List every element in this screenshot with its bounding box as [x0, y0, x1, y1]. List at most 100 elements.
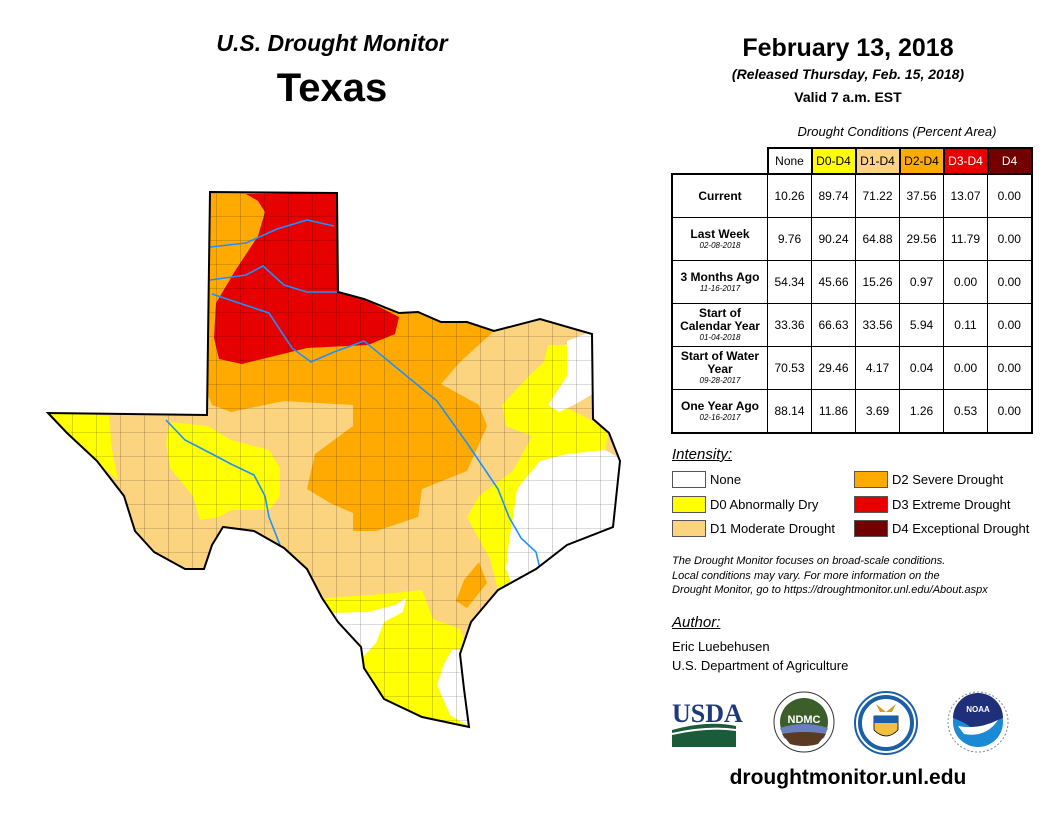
table-cell: 0.00	[987, 346, 1032, 390]
note-line: Local conditions may vary. For more info…	[672, 569, 940, 582]
legend-label-d3: D3 Extreme Drought	[892, 497, 1011, 512]
table-cell: 1.26	[899, 389, 944, 434]
footer-url[interactable]: droughtmonitor.unl.edu	[729, 766, 967, 789]
table-cell: 33.56	[855, 303, 900, 347]
table-cell: 89.74	[811, 173, 856, 218]
table-cell: 64.88	[855, 217, 900, 261]
legend-label-d4: D4 Exceptional Drought	[892, 521, 1030, 536]
legend-swatch-none	[672, 471, 706, 488]
author-org: U.S. Department of Agriculture	[672, 658, 849, 673]
table-cell: 4.17	[855, 346, 900, 390]
commerce-seal-logo	[854, 691, 918, 755]
legend-swatch-d4	[854, 520, 888, 537]
legend-title: Intensity:	[672, 446, 733, 463]
table-caption: Drought Conditions (Percent Area)	[797, 124, 997, 139]
table-body: Current 10.26 89.74 71.22 37.56 13.07 0.00 Last…	[671, 173, 1032, 434]
legend-swatch-d0	[672, 496, 706, 513]
legend-swatch-d1	[672, 520, 706, 537]
state-title: Texas	[276, 66, 388, 110]
row-date: 11-16-2017	[699, 283, 741, 293]
table-cell: 29.56	[899, 217, 944, 261]
pecos-river	[165, 419, 281, 546]
partner-logos: USDA NDMC NOAA	[671, 691, 1009, 755]
row-label: Start of Calendar Year 01-04-2018	[671, 303, 768, 347]
table-cell: 29.46	[811, 346, 856, 390]
table-cell: 0.00	[987, 260, 1032, 304]
table-cell: 90.24	[811, 217, 856, 261]
author-info: Eric Luebehusen U.S. Department of Agric…	[672, 637, 848, 675]
table-cell: 0.00	[987, 173, 1032, 218]
valid-time: Valid 7 a.m. EST	[794, 89, 902, 105]
table-row: Start of Calendar Year 01-04-2018 33.36 66.…	[671, 303, 1032, 347]
table-cell: 0.97	[899, 260, 944, 304]
legend-label-none: None	[710, 472, 742, 487]
row-label: Current	[671, 173, 768, 218]
ndmc-logo: NDMC	[773, 691, 835, 753]
row-label: Last Week 02-08-2018	[671, 217, 768, 261]
table-cell: 71.22	[855, 173, 900, 218]
svg-text:NOAA: NOAA	[966, 705, 990, 714]
table-cell: 0.00	[987, 303, 1032, 347]
legend-swatch-d3	[854, 496, 888, 513]
author-name: Eric Luebehusen	[672, 639, 770, 654]
table-row: One Year Ago 02-16-2017 88.14 11.86 3.69 1.26…	[671, 389, 1032, 434]
row-label-text: Start of Calendar Year	[680, 306, 760, 333]
table-cell: 13.07	[943, 173, 988, 218]
noaa-logo: NOAA	[947, 691, 1009, 753]
table-cell: 37.56	[899, 173, 944, 218]
row-label-text: Start of Water Year	[680, 349, 760, 376]
col-d3-d4: D3-D4	[942, 147, 989, 175]
canadian-river	[209, 219, 335, 248]
county-lines	[48, 192, 620, 727]
table-cell: 0.00	[987, 217, 1032, 261]
col-d2-d4: D2-D4	[898, 147, 945, 175]
legend-label-d2: D2 Severe Drought	[892, 472, 1004, 487]
legend-label-d0: D0 Abnormally Dry	[710, 497, 819, 512]
table-cell: 0.53	[943, 389, 988, 434]
table-cell: 0.00	[943, 260, 988, 304]
row-date: 02-16-2017	[699, 412, 741, 422]
table-cell: 66.63	[811, 303, 856, 347]
col-d0-d4: D0-D4	[810, 147, 857, 175]
row-label-text: One Year Ago	[680, 398, 760, 413]
row-date: 01-04-2018	[699, 333, 741, 342]
table-cell: 5.94	[899, 303, 944, 347]
table-cell: 54.34	[767, 260, 812, 304]
table-cell: 0.11	[943, 303, 988, 347]
table-cell: 15.26	[855, 260, 900, 304]
table-header-row: None D0-D4 D1-D4 D2-D4 D3-D4 D4	[672, 147, 1033, 175]
brazos-river	[211, 293, 541, 570]
table-row: 3 Months Ago 11-16-2017 54.34 45.66 15.26 0.9…	[671, 260, 1032, 304]
table-cell: 0.04	[899, 346, 944, 390]
note-line: The Drought Monitor focuses on broad-sca…	[672, 555, 946, 567]
texas-drought-map	[47, 191, 621, 728]
svg-text:NDMC: NDMC	[788, 714, 821, 726]
drought-conditions-table: None D0-D4 D1-D4 D2-D4 D3-D4 D4 Current 1…	[671, 147, 1033, 434]
map-date: February 13, 2018	[742, 34, 954, 62]
row-label-text: Current	[698, 188, 742, 203]
table-cell: 3.69	[855, 389, 900, 434]
row-label: Start of Water Year 09-28-2017	[671, 346, 768, 390]
rivers	[165, 219, 541, 570]
row-label: One Year Ago 02-16-2017	[671, 389, 768, 434]
svg-text:USDA: USDA	[672, 699, 743, 728]
table-row: Current 10.26 89.74 71.22 37.56 13.07 0.00	[671, 173, 1032, 218]
release-date: (Released Thursday, Feb. 15, 2018)	[731, 66, 965, 82]
col-d1-d4: D1-D4	[854, 147, 901, 175]
row-label-text: 3 Months Ago	[680, 269, 760, 284]
col-none: None	[766, 147, 813, 175]
table-row: Start of Water Year 09-28-2017 70.53 29.46 4…	[671, 346, 1032, 390]
table-cell: 10.26	[767, 173, 812, 218]
row-label-text: Last Week	[690, 226, 750, 241]
table-cell: 88.14	[767, 389, 812, 434]
author-heading: Author:	[672, 614, 721, 631]
table-cell: 11.79	[943, 217, 988, 261]
table-cell: 11.86	[811, 389, 856, 434]
note-line: Drought Monitor, go to https://droughtmo…	[672, 584, 988, 596]
table-cell: 9.76	[767, 217, 812, 261]
table-cell: 33.36	[767, 303, 812, 347]
legend-label-d1: D1 Moderate Drought	[710, 521, 836, 536]
row-label: 3 Months Ago 11-16-2017	[671, 260, 768, 304]
col-d4: D4	[986, 147, 1033, 175]
